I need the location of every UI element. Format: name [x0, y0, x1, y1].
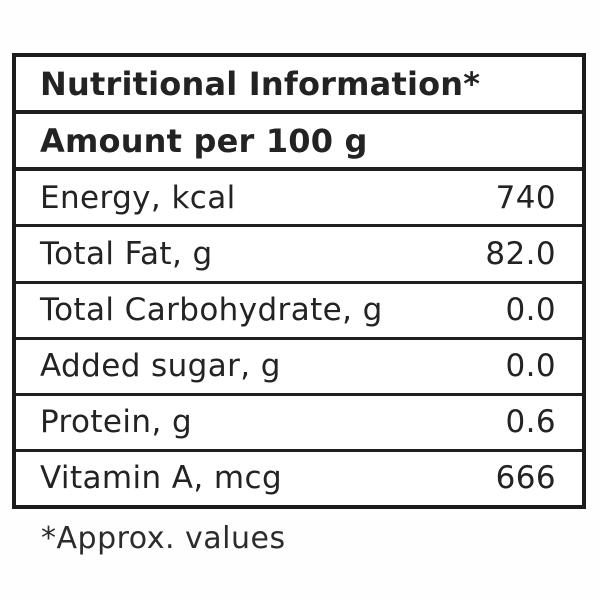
table-row-carbohydrate: Total Carbohydrate, g 0.0: [16, 284, 582, 340]
serving-size-row: Amount per 100 g: [16, 114, 582, 172]
nutrient-name-energy: Energy, kcal: [40, 179, 236, 216]
table-row-total-fat: Total Fat, g 82.0: [16, 227, 582, 284]
approx-values-footnote: *Approx. values: [41, 521, 286, 556]
nutrient-value-energy: 740: [495, 179, 556, 216]
nutrition-table: Nutritional Information* Amount per 100 …: [12, 53, 586, 509]
serving-size-label: Amount per 100 g: [40, 121, 368, 160]
table-row-energy: Energy, kcal 740: [16, 171, 582, 228]
nutrient-name-vitamin-a: Vitamin A, mcg: [40, 460, 283, 497]
nutrient-name-carbohydrate: Total Carbohydrate, g: [40, 292, 383, 329]
nutrient-name-added-sugar: Added sugar, g: [40, 348, 281, 385]
table-row-vitamin-a: Vitamin A, mcg 666: [16, 452, 582, 505]
nutrient-name-total-fat: Total Fat, g: [40, 235, 213, 272]
table-title: Nutritional Information*: [40, 64, 481, 103]
table-row-added-sugar: Added sugar, g 0.0: [16, 340, 582, 396]
nutrient-value-carbohydrate: 0.0: [505, 292, 556, 329]
table-title-row: Nutritional Information*: [16, 57, 582, 115]
nutrient-name-protein: Protein, g: [40, 404, 193, 441]
table-row-protein: Protein, g 0.6: [16, 396, 582, 452]
nutrient-value-vitamin-a: 666: [495, 460, 556, 497]
nutrient-value-added-sugar: 0.0: [505, 348, 556, 385]
nutrient-value-protein: 0.6: [505, 404, 556, 441]
nutrient-value-total-fat: 82.0: [485, 235, 556, 272]
